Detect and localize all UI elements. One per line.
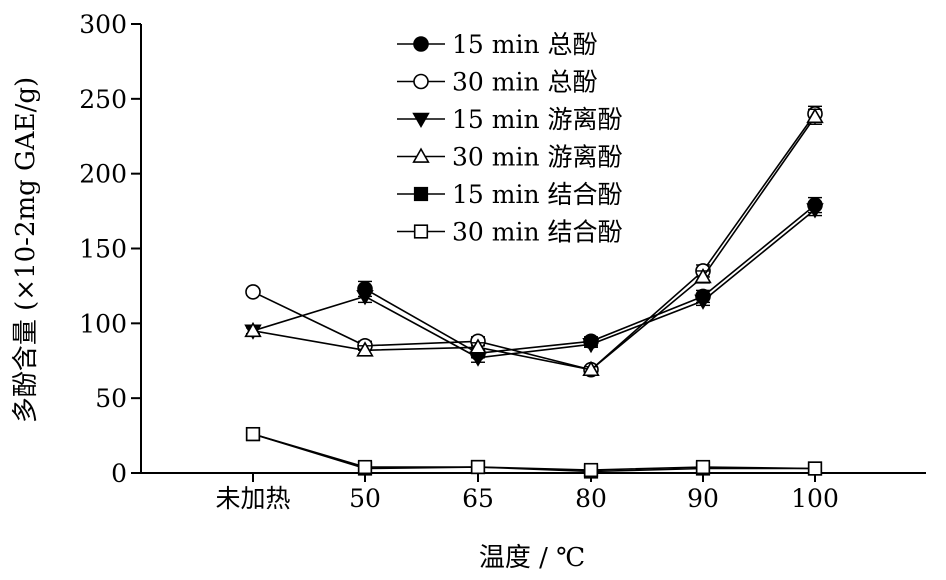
legend-label: 30 min 总酚 xyxy=(452,68,598,97)
data-point xyxy=(244,321,262,338)
legend-entry: 15 min 总酚 xyxy=(397,30,598,59)
legend-marker xyxy=(413,224,429,239)
y-tick-label: 200 xyxy=(79,160,127,189)
series-layer xyxy=(244,105,824,479)
data-point xyxy=(245,284,261,300)
series-line xyxy=(252,433,816,471)
series xyxy=(245,426,823,478)
legend-label: 15 min 结合酚 xyxy=(452,180,623,209)
series-line xyxy=(252,116,816,371)
data-point xyxy=(695,459,711,475)
data-point xyxy=(806,107,824,124)
data-point xyxy=(807,461,823,476)
data-point xyxy=(694,294,712,310)
y-tick-label: 50 xyxy=(95,384,127,413)
legend: 15 min 总酚 30 min 总酚 15 min 游离酚 30 min 游离酚 15… xyxy=(397,30,623,247)
y-axis-label: 多酚含量 (×10-2mg GAE/g) xyxy=(11,77,41,423)
x-tick-label: 65 xyxy=(462,484,494,513)
legend-entry: 30 min 总酚 xyxy=(397,68,598,97)
series-line xyxy=(252,113,816,371)
y-tick-label: 0 xyxy=(111,459,127,488)
data-point xyxy=(806,203,824,219)
data-point xyxy=(356,341,374,357)
data-point xyxy=(245,426,261,442)
data-point xyxy=(583,462,599,478)
legend-marker xyxy=(413,73,429,90)
series-line xyxy=(252,208,816,359)
x-axis-label: 温度 / ℃ xyxy=(479,543,585,573)
legend-label: 30 min 游离酚 xyxy=(452,143,623,172)
x-tick-label: 80 xyxy=(575,484,607,513)
legend-marker xyxy=(413,36,429,52)
y-tick-label: 100 xyxy=(79,309,127,338)
y-tick-label: 250 xyxy=(79,85,127,114)
data-point xyxy=(582,360,600,377)
data-point xyxy=(582,337,600,354)
legend-entry: 15 min 游离酚 xyxy=(397,105,623,134)
legend-marker xyxy=(412,112,430,128)
legend-label: 30 min 结合酚 xyxy=(452,218,623,247)
legend-marker xyxy=(413,186,429,202)
x-tick-label: 90 xyxy=(687,484,719,513)
data-point xyxy=(357,459,373,475)
data-point xyxy=(470,459,486,475)
y-tick-label: 150 xyxy=(79,235,127,264)
legend-entry: 30 min 结合酚 xyxy=(397,218,623,247)
series-line xyxy=(252,433,815,473)
legend-marker xyxy=(412,147,430,163)
legend-label: 15 min 游离酚 xyxy=(452,105,623,134)
x-tick-label: 50 xyxy=(349,484,381,513)
series xyxy=(245,426,823,479)
data-point xyxy=(356,290,374,306)
data-point xyxy=(694,267,712,284)
x-tick-label: 100 xyxy=(791,484,839,513)
data-point xyxy=(469,338,487,354)
axes: 0 50 100 150 200 250 300 未加热 50 65 80 90 100 xyxy=(79,10,926,513)
series xyxy=(244,107,824,377)
legend-entry: 30 min 游离酚 xyxy=(397,143,623,172)
legend-entry: 15 min 结合酚 xyxy=(397,180,623,209)
x-tick-label: 未加热 xyxy=(215,484,290,513)
legend-label: 15 min 总酚 xyxy=(452,30,598,59)
y-tick-label: 300 xyxy=(79,10,127,39)
